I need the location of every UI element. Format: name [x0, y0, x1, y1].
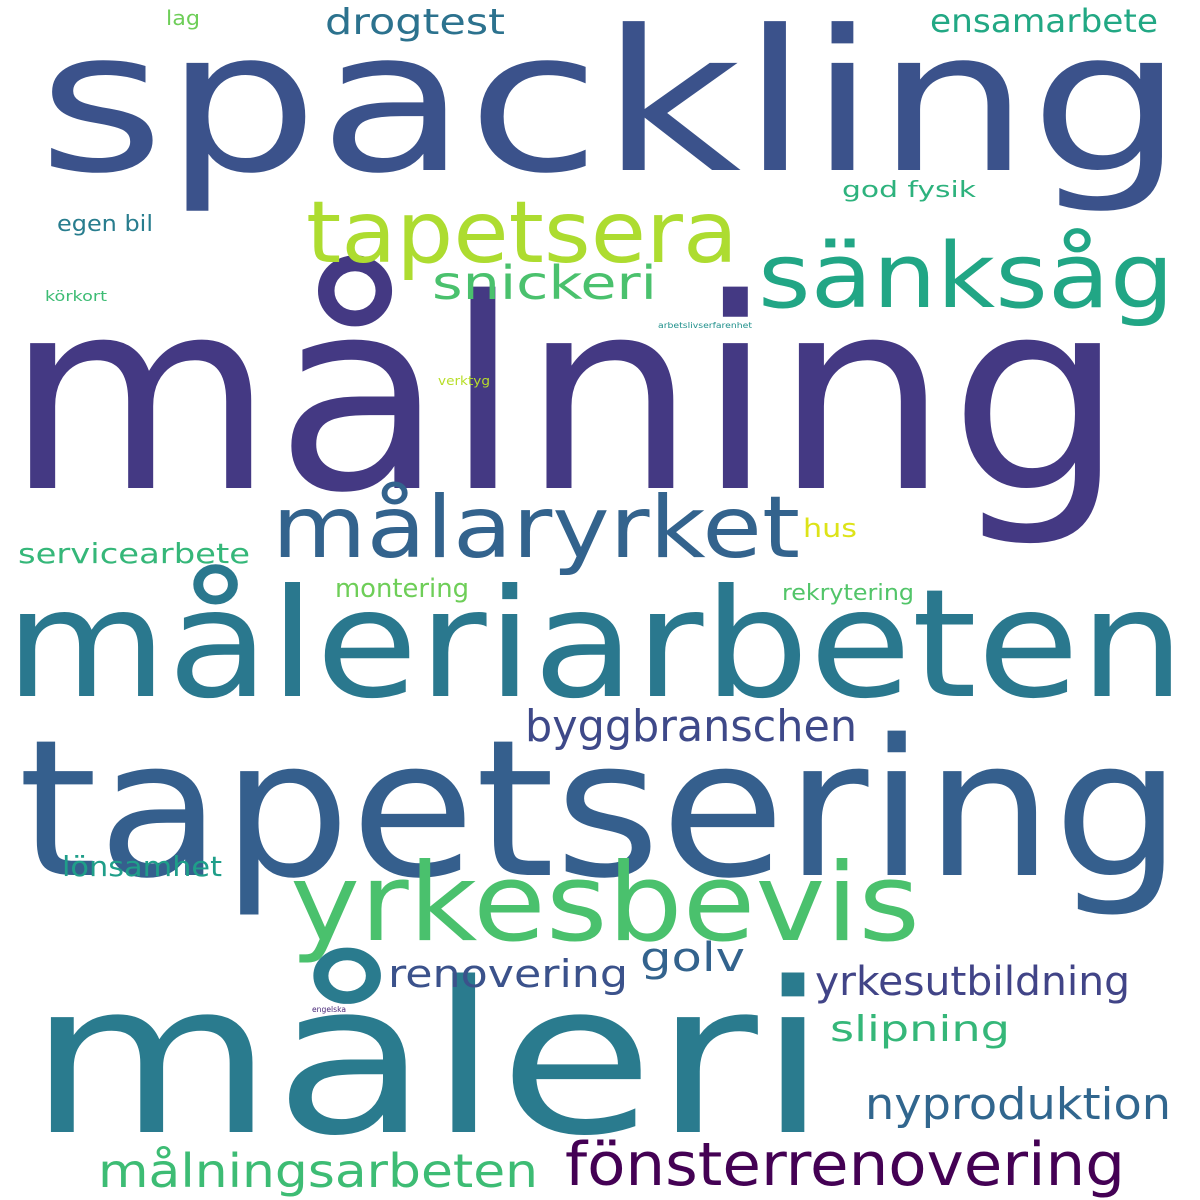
word-tapetsering: tapetsering — [18, 699, 1182, 920]
word-renovering: renovering — [388, 952, 628, 996]
word-nyproduktion: nyproduktion — [865, 1079, 1171, 1130]
word-sanksag: sänksåg — [758, 224, 1174, 329]
word-hus: hus — [803, 514, 857, 544]
word-snickeri: snickeri — [432, 256, 657, 310]
word-malningsarbeten: målningsarbeten — [98, 1144, 538, 1198]
word-montering: montering — [335, 574, 469, 604]
word-byggbranschen: byggbranschen — [525, 701, 857, 752]
word-golv: golv — [640, 935, 745, 981]
word-spackling: spackling — [38, 0, 1184, 217]
word-egen-bil: egen bil — [57, 212, 153, 237]
word-arbetslivserfarenhet: arbetslivserfarenhet — [658, 321, 752, 330]
word-verktyg: verktyg — [438, 374, 490, 388]
word-servicearbete: servicearbete — [18, 537, 250, 570]
word-drogtest: drogtest — [325, 2, 505, 43]
word-yrkesbevis: yrkesbevis — [290, 841, 921, 966]
word-malaryrket: målaryrket — [272, 478, 800, 578]
word-korkort: körkort — [45, 289, 107, 305]
word-slipning: slipning — [830, 1009, 1010, 1050]
word-lag: lag — [166, 6, 200, 30]
word-rekrytering: rekrytering — [782, 581, 914, 606]
word-tapetsera: tapetsera — [306, 183, 738, 283]
word-ensamarbete: ensamarbete — [930, 2, 1158, 40]
word-malning: målning — [5, 243, 1125, 551]
word-lonsamhet: lönsamhet — [62, 850, 222, 883]
word-engelska: engelska — [312, 1005, 346, 1014]
word-maleriarbeten: måleriarbeten — [5, 558, 1185, 732]
word-maleri: måleri — [28, 937, 828, 1182]
word-fonsterrenovering: fönsterrenovering — [565, 1130, 1125, 1200]
word-god-fysik: god fysik — [842, 178, 976, 203]
word-yrkesutbildning: yrkesutbildning — [815, 959, 1130, 1005]
